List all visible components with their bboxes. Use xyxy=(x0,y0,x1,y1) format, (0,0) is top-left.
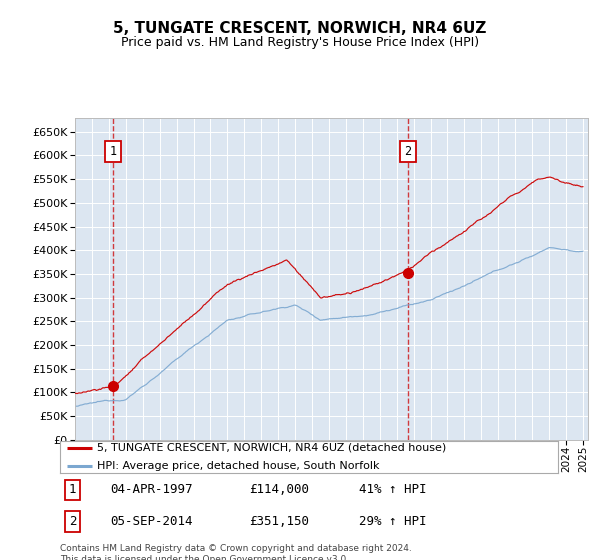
Text: 41% ↑ HPI: 41% ↑ HPI xyxy=(359,483,426,496)
Text: Contains HM Land Registry data © Crown copyright and database right 2024.
This d: Contains HM Land Registry data © Crown c… xyxy=(60,544,412,560)
Text: 29% ↑ HPI: 29% ↑ HPI xyxy=(359,515,426,528)
Text: 5, TUNGATE CRESCENT, NORWICH, NR4 6UZ (detached house): 5, TUNGATE CRESCENT, NORWICH, NR4 6UZ (d… xyxy=(97,443,446,453)
Text: 1: 1 xyxy=(69,483,76,496)
Text: HPI: Average price, detached house, South Norfolk: HPI: Average price, detached house, Sout… xyxy=(97,461,380,471)
Text: 2: 2 xyxy=(404,145,412,158)
Text: 05-SEP-2014: 05-SEP-2014 xyxy=(110,515,193,528)
Text: 2: 2 xyxy=(69,515,76,528)
Text: 04-APR-1997: 04-APR-1997 xyxy=(110,483,193,496)
Text: £114,000: £114,000 xyxy=(249,483,309,496)
Text: £351,150: £351,150 xyxy=(249,515,309,528)
Text: 5, TUNGATE CRESCENT, NORWICH, NR4 6UZ: 5, TUNGATE CRESCENT, NORWICH, NR4 6UZ xyxy=(113,21,487,36)
Text: 1: 1 xyxy=(110,145,116,158)
Text: Price paid vs. HM Land Registry's House Price Index (HPI): Price paid vs. HM Land Registry's House … xyxy=(121,36,479,49)
